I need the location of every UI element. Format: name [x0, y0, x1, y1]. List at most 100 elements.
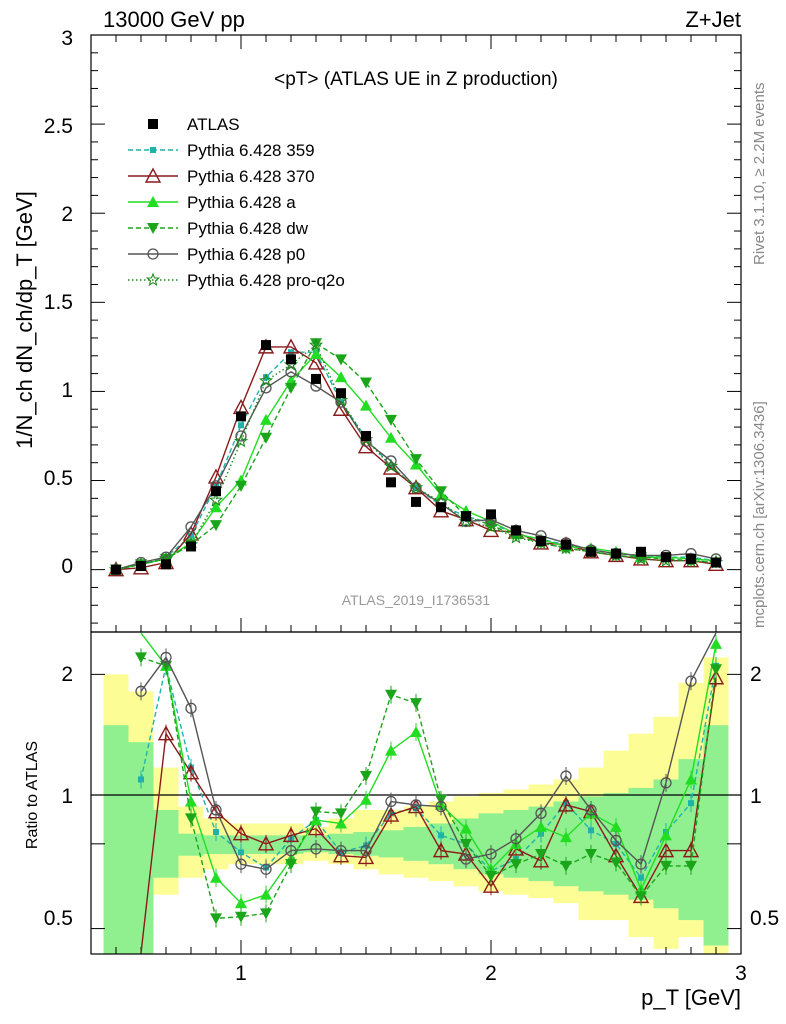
marker-triangle-open	[657, 842, 675, 858]
marker-star	[145, 272, 161, 287]
marker-square	[188, 532, 194, 539]
marker-triangle-down	[435, 486, 447, 498]
marker-star	[208, 492, 224, 507]
marker-circle	[260, 863, 272, 875]
marker-circle	[435, 800, 447, 813]
marker-triangle	[360, 399, 372, 411]
marker-circle	[610, 834, 622, 847]
ratio-y-tick-label-right: 2	[750, 663, 762, 686]
marker-circle	[485, 848, 497, 860]
marker-triangle-down	[135, 652, 147, 664]
marker-star	[258, 373, 274, 387]
marker-triangle	[360, 793, 372, 805]
marker-triangle	[335, 817, 347, 829]
marker-triangle-down	[510, 859, 522, 871]
ratio-y-tick-label: 0.5	[44, 907, 73, 930]
marker-triangle-open	[232, 825, 250, 841]
marker-triangle-open	[382, 459, 400, 475]
marker-square	[111, 564, 121, 575]
marker-triangle-down	[485, 871, 497, 883]
x-axis-label: p_T [GeV]	[641, 985, 741, 1010]
marker-triangle-open	[382, 806, 400, 822]
legend-label: Pythia 6.428 a	[187, 193, 296, 212]
marker-triangle	[560, 831, 572, 843]
marker-square	[138, 776, 144, 783]
marker-triangle	[685, 773, 697, 785]
marker-square	[150, 147, 156, 153]
marker-circle	[460, 853, 472, 865]
legend-label: Pythia 6.428 359	[187, 141, 315, 160]
marker-square	[286, 354, 296, 365]
marker-triangle-down	[535, 849, 547, 861]
marker-circle	[185, 702, 197, 714]
y-axis-label: 1/N_ch dN_ch/dp_T [GeV]	[12, 191, 37, 449]
marker-triangle-open	[257, 835, 275, 851]
marker-triangle	[335, 371, 347, 383]
marker-triangle	[710, 637, 722, 649]
marker-circle	[185, 521, 197, 533]
marker-triangle-down	[260, 432, 272, 444]
marker-square	[136, 561, 146, 572]
marker-circle	[410, 799, 422, 811]
band-green	[103, 725, 129, 954]
marker-circle	[310, 843, 322, 855]
marker-square	[586, 546, 596, 557]
marker-triangle-down	[685, 860, 697, 872]
marker-triangle-down	[210, 913, 222, 925]
main-series	[107, 337, 725, 577]
header-left: 13000 GeV pp	[103, 7, 245, 32]
band-green	[203, 835, 229, 855]
marker-square	[386, 477, 396, 488]
marker-star	[333, 392, 349, 407]
marker-triangle	[460, 822, 472, 834]
marker-circle	[210, 804, 222, 816]
marker-triangle-down	[385, 689, 397, 701]
marker-triangle-down	[335, 354, 347, 366]
marker-square	[686, 553, 696, 564]
chart-title: <pT> (ATLAS UE in Z production)	[274, 69, 558, 90]
marker-square	[238, 849, 244, 856]
legend: ATLAS Pythia 6.428 359 Pythia 6.428 370 Pyt…	[128, 115, 345, 290]
y-tick-label: 0	[61, 555, 73, 578]
marker-square	[511, 525, 521, 536]
marker-square	[461, 511, 471, 522]
band-green	[178, 833, 204, 856]
marker-square	[186, 541, 196, 552]
marker-triangle	[210, 501, 222, 513]
ratio-line	[140, 656, 717, 920]
ratio-y-tick-label-right: 1	[750, 785, 762, 808]
marker-circle	[147, 248, 159, 260]
marker-triangle	[310, 347, 322, 359]
marker-triangle	[660, 829, 672, 841]
marker-star	[308, 337, 324, 352]
marker-triangle	[610, 820, 622, 832]
marker-triangle-down	[385, 414, 397, 426]
header-right: Z+Jet	[685, 7, 741, 32]
marker-triangle-open	[182, 764, 200, 780]
marker-square	[711, 557, 721, 568]
marker-circle	[335, 844, 347, 857]
marker-triangle	[410, 725, 422, 737]
marker-triangle	[147, 196, 159, 207]
marker-triangle-down	[210, 520, 222, 532]
marker-circle	[235, 430, 247, 442]
marker-triangle-down	[147, 223, 159, 234]
marker-square	[638, 874, 644, 881]
marker-square	[611, 548, 621, 559]
marker-triangle-down	[335, 808, 347, 820]
marker-triangle-down	[260, 908, 272, 920]
band-green	[153, 809, 179, 878]
marker-triangle-open	[557, 796, 575, 812]
marker-triangle-down	[360, 771, 372, 783]
marker-square	[436, 502, 446, 513]
analysis-watermark: ATLAS_2019_I1736531	[342, 592, 491, 608]
legend-label: Pythia 6.428 dw	[187, 219, 309, 238]
band-green	[703, 725, 729, 946]
ratio-y-axis-label: Ratio to ATLAS	[24, 741, 41, 849]
marker-triangle-open	[682, 842, 700, 858]
legend-label: Pythia 6.428 p0	[187, 245, 305, 264]
marker-triangle	[210, 871, 222, 883]
marker-triangle-open	[707, 669, 725, 685]
ratio-series	[135, 632, 725, 954]
